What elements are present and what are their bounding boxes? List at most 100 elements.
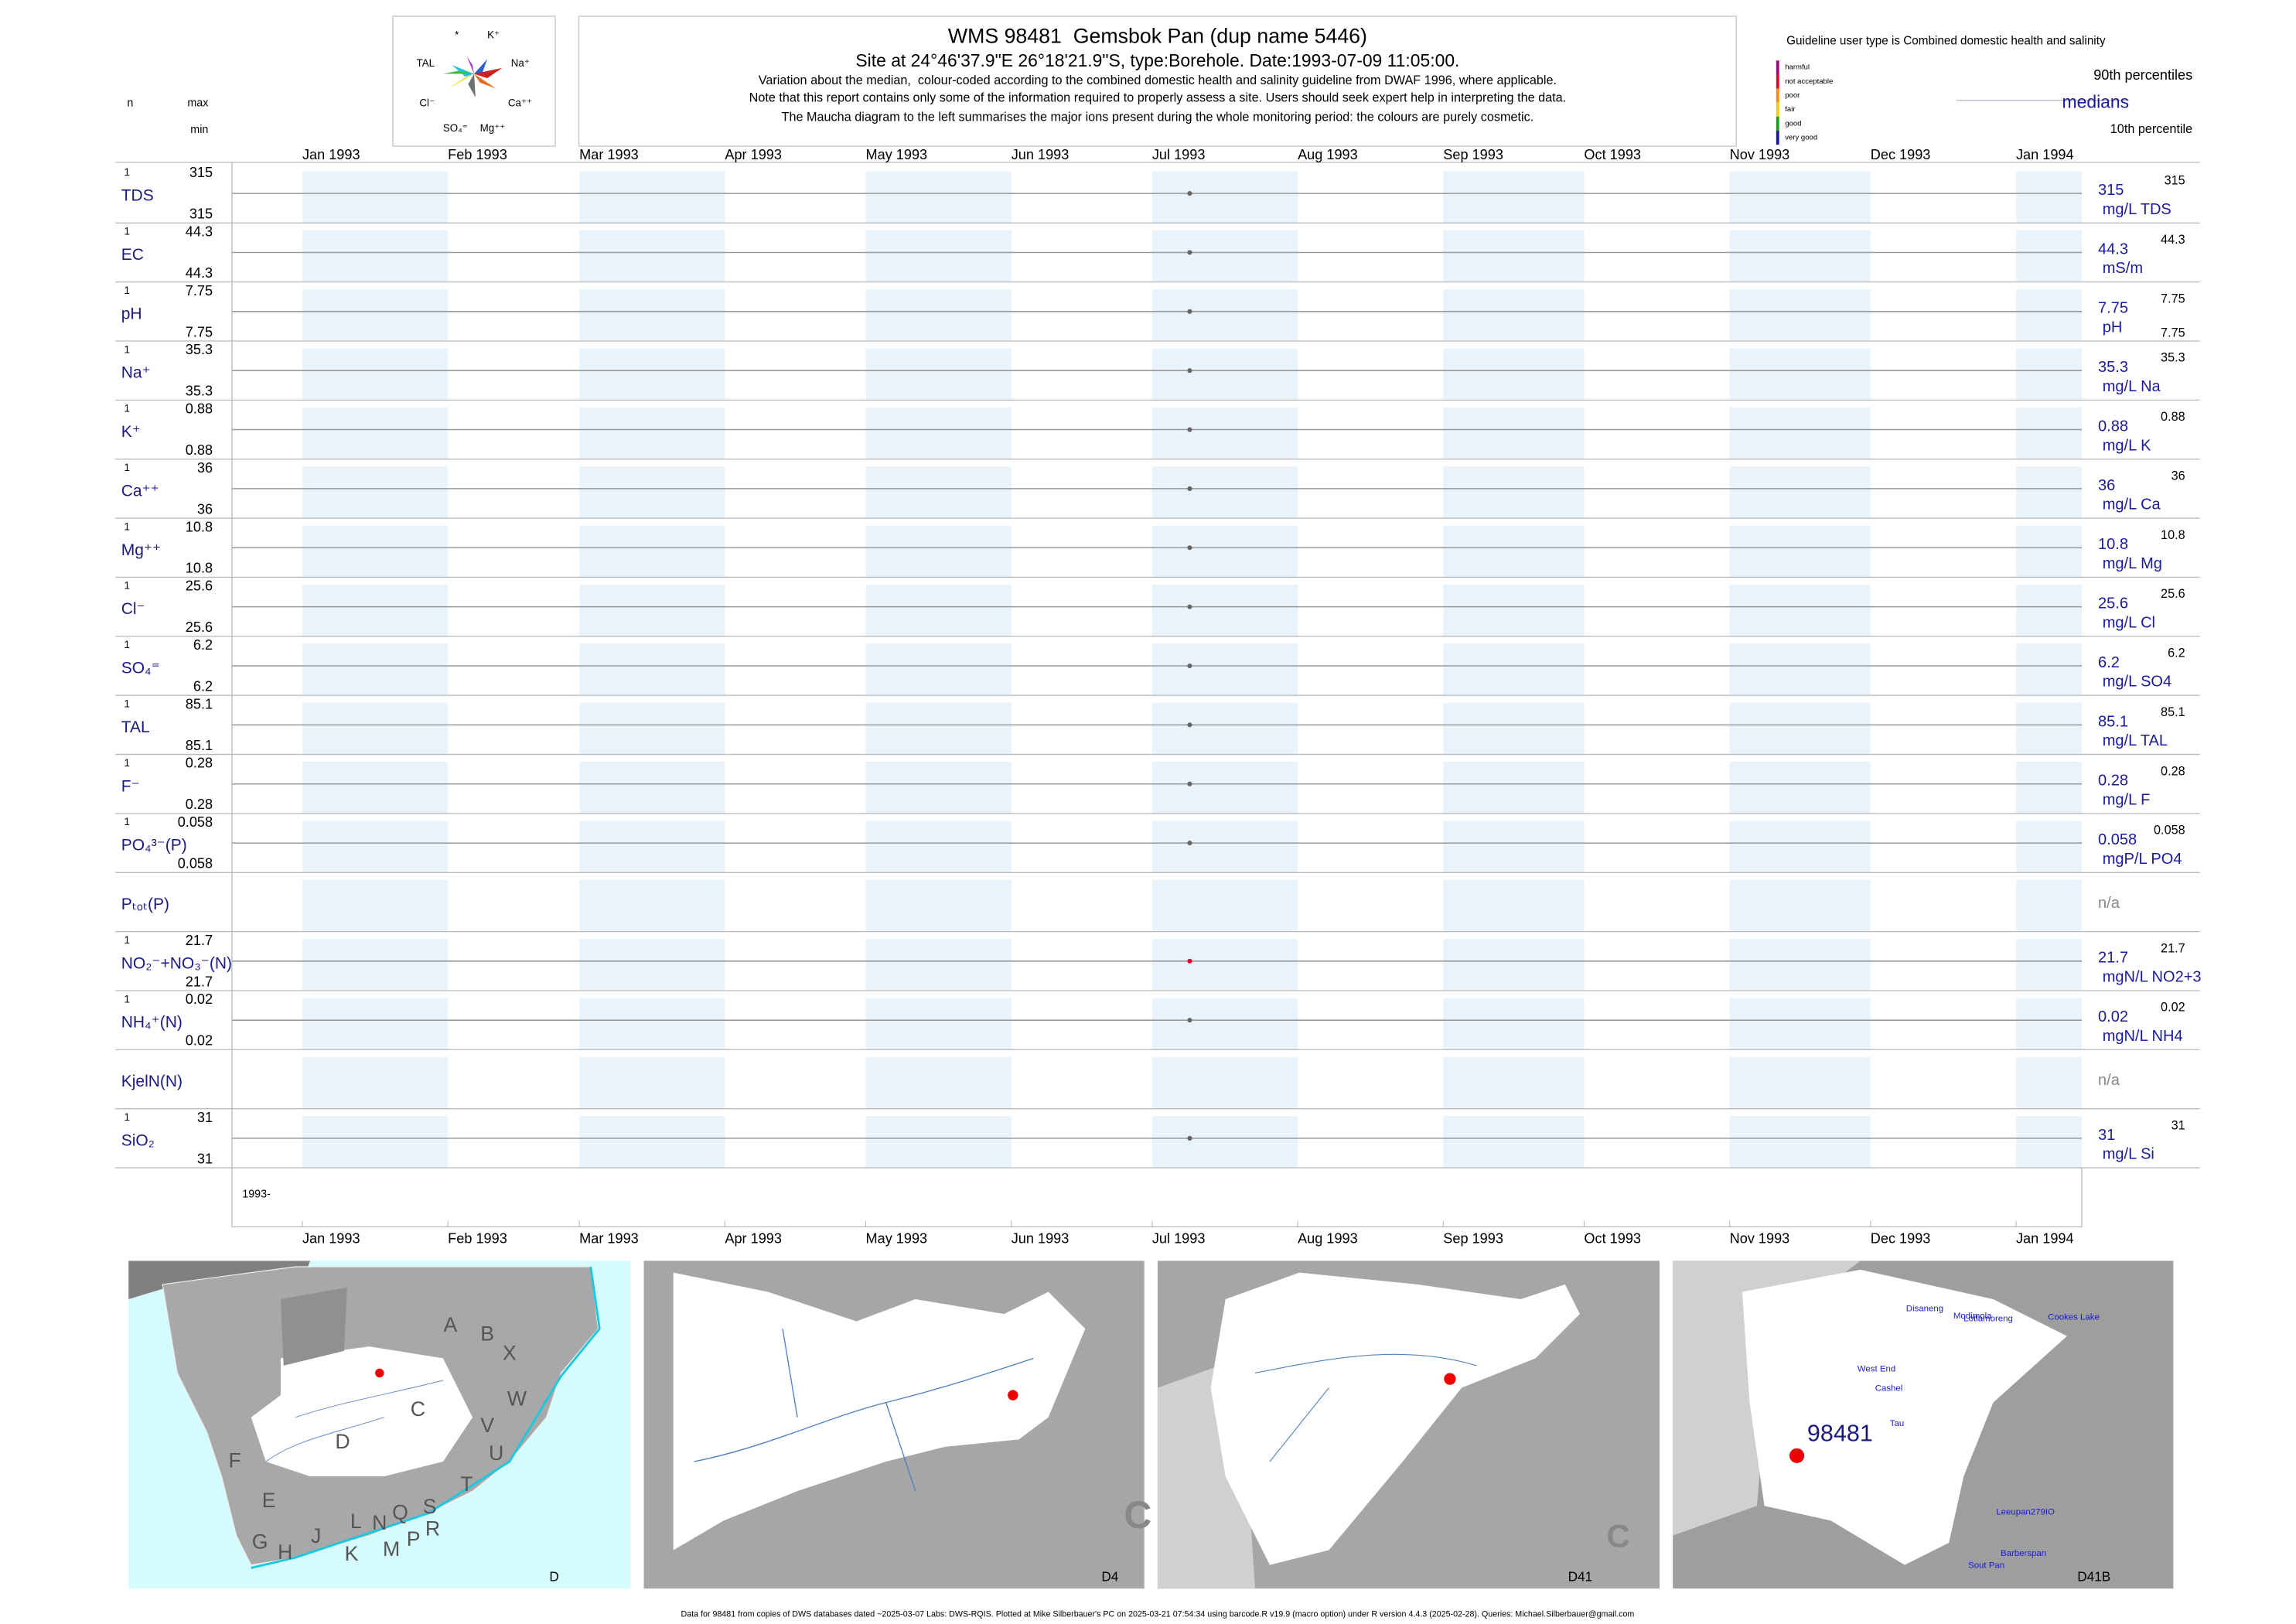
month-label: Jan 1993 [302,147,360,162]
month-band [865,230,1012,282]
sample-point [1187,781,1192,786]
month-label: Jul 1993 [1152,1230,1206,1246]
n-count: 1 [125,816,130,827]
min-value: 36 [197,501,213,517]
month-band [1151,171,1298,223]
sample-point [1187,427,1192,432]
month-band [1443,643,1585,696]
median-value: 10.8 [2098,536,2128,553]
median-value: 36 [2098,477,2115,494]
month-band [302,407,449,459]
unit: mgN/L NO2+3 [2103,969,2202,986]
month-band [1443,702,1585,755]
unit: mg/L Cl [2103,614,2155,631]
place-label: Barberspan [2001,1549,2046,1558]
basin [673,1272,1086,1551]
month-band [302,998,449,1050]
min-value: 21.7 [186,974,213,989]
min-value: 0.28 [186,797,213,812]
row-label: TAL [121,718,150,736]
region-label: C [1124,1493,1151,1537]
month-band [579,171,725,223]
month-label: Apr 1993 [725,1230,782,1246]
p90-value: 21.7 [2161,941,2185,955]
min-value: 31 [197,1151,213,1166]
n-count: 1 [125,520,130,532]
sample-point [1187,545,1192,551]
median-value: 25.6 [2098,595,2128,612]
maucha-box [392,15,556,147]
region-label: H [278,1540,292,1564]
p90-value: 85.1 [2161,705,2185,719]
region-label: P [407,1527,421,1551]
month-band [302,702,449,755]
month-band [865,348,1012,401]
place-label: Cookes Lake [2048,1313,2100,1322]
month-label: Feb 1993 [448,147,507,162]
site-label: 98481 [1807,1420,1873,1446]
month-band [865,407,1012,459]
month-band [1443,998,1585,1050]
sample-point [1187,958,1192,964]
month-band [1151,702,1298,755]
place-label: Modimola [1953,1312,1992,1321]
region-label: L [350,1510,362,1533]
month-band [2016,1116,2082,1169]
month-band [302,939,449,991]
month-band [1443,1056,1585,1109]
p90-value: 315 [2165,174,2185,188]
max-value: 35.3 [186,342,213,357]
month-band [865,702,1012,755]
max-value: 31 [197,1110,213,1125]
footer: Data for 98481 from copies of DWS databa… [681,1609,1635,1619]
place-label: Disaneng [1906,1304,1943,1313]
max-value: 85.1 [186,696,213,711]
month-label: Apr 1993 [725,147,782,162]
unit: mg/L SO4 [2103,674,2171,691]
maucha-label: SO₄⁼ [443,122,468,134]
month-band [1443,939,1585,991]
legend-class: harmful [1785,63,1810,72]
month-band [2016,998,2082,1050]
col-head-max: max [187,97,208,109]
legend-swatch [1776,116,1779,131]
n-count: 1 [125,934,130,946]
month-band [1151,466,1298,519]
unit: mg/L Ca [2103,496,2161,513]
sample-point [1187,663,1192,669]
region-label: W [507,1387,527,1410]
row-label: TDS [121,187,154,205]
month-band [579,821,725,873]
month-label: Nov 1993 [1730,1230,1790,1246]
legend-medians: medians [2062,91,2130,111]
month-band [1729,821,1871,873]
basin [1210,1272,1580,1565]
coast [251,1266,601,1569]
river [1254,1353,1477,1462]
site-dot [1008,1390,1018,1401]
median-value: 315 [2098,182,2124,199]
median-value: 7.75 [2098,300,2128,317]
month-label: Oct 1993 [1584,147,1641,162]
month-band [2016,230,2082,282]
n-count: 1 [125,757,130,769]
max-value: 0.28 [186,756,213,771]
sample-point [1187,1135,1192,1141]
month-band [2016,585,2082,636]
median-value: 44.3 [2098,241,2128,258]
row-label: EC [121,246,144,264]
month-label: Aug 1993 [1298,1230,1358,1246]
legend-swatch [1776,130,1779,145]
max-value: 6.2 [193,637,213,653]
max-value: 25.6 [186,578,213,594]
legend-class: poor [1785,91,1800,100]
median-value: 0.88 [2098,418,2128,435]
month-band [1443,289,1585,341]
year-label: 1993- [242,1188,271,1200]
n-count: 1 [125,639,130,650]
month-band [865,762,1012,814]
month-label: Mar 1993 [579,1230,639,1246]
month-band [302,821,449,873]
month-band [1151,407,1298,459]
sample-point [1187,841,1192,846]
